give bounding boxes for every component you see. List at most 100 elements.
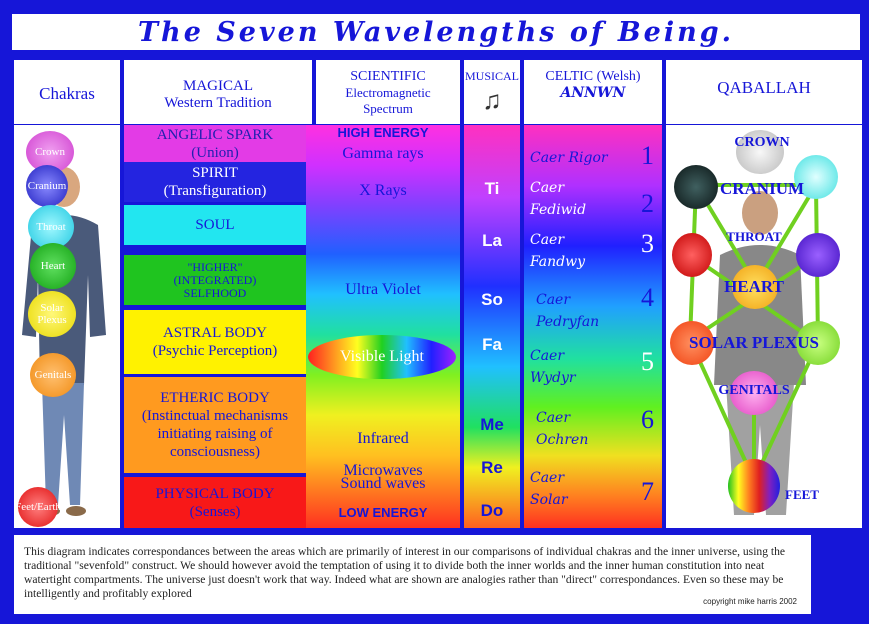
celtic-caer-fandwy: Caer Fandwy xyxy=(530,232,585,270)
note-la: La xyxy=(482,231,502,250)
celtic-num-7: 7 xyxy=(641,477,654,506)
sci-visible-light: Visible Light xyxy=(340,348,424,365)
sci-gamma-rays: Gamma rays xyxy=(342,145,424,162)
title-bar: The Seven Wavelengths of Being. xyxy=(10,12,862,52)
celtic-caer-solar: Caer Solar xyxy=(530,470,568,508)
magical-band-title: SPIRIT xyxy=(192,165,238,181)
qaballah-node-cranium-right xyxy=(794,155,838,199)
magical-band-title: PHYSICAL BODY xyxy=(155,485,275,502)
magical-band-physical-body: PHYSICAL BODY (Senses) xyxy=(124,477,306,528)
header-scientific: SCIENTIFIC Electromagnetic Spectrum xyxy=(316,60,460,124)
header-celtic: CELTIC (Welsh) ANNWN xyxy=(524,60,662,124)
header-musical-label: MUSICAL xyxy=(464,69,519,83)
page-title: The Seven Wavelengths of Being. xyxy=(137,16,735,48)
header-musical: MUSICAL ♫ xyxy=(464,60,520,124)
chakra-throat: Throat xyxy=(28,205,74,249)
note-do: Do xyxy=(480,501,504,520)
header-qaballah-label: QABALLAH xyxy=(717,78,811,97)
magical-band-title: ANGELIC SPARK xyxy=(156,126,274,143)
magical-band-astral-body: ASTRAL BODY (Psychic Perception) xyxy=(124,310,306,374)
celtic-column: Caer Rigor 1 Caer Fediwid 2 Caer Fandwy … xyxy=(524,125,662,528)
scientific-column: HIGH ENERGY Gamma rays X Rays Ultra Viol… xyxy=(306,125,460,528)
note-ti: Ti xyxy=(484,179,500,198)
visible-light-ellipse: Visible Light xyxy=(308,335,456,379)
note-me: Me xyxy=(480,415,504,434)
footer-note: This diagram indicates correspondances b… xyxy=(14,535,811,614)
magical-band-sub: (Senses) xyxy=(189,503,241,520)
qaballah-node-throat-right xyxy=(796,233,840,277)
qaballah-label-crown: CROWN xyxy=(734,135,790,150)
chakra-heart-label: Heart xyxy=(40,260,66,272)
note-re: Re xyxy=(481,458,503,477)
chakra-solar-plexus: Solar Plexus xyxy=(28,291,76,337)
qaballah-label-throat: THROAT xyxy=(726,229,782,244)
qaballah-node-heart xyxy=(732,265,778,309)
header-qaballah: QABALLAH xyxy=(666,60,862,124)
magical-band-angelic-spark: ANGELIC SPARK (Union) xyxy=(124,125,306,162)
header-celtic-line1: CELTIC (Welsh) xyxy=(545,69,641,84)
header-chakras-label: Chakras xyxy=(39,84,95,103)
chakra-cranium: Cranium xyxy=(26,165,68,207)
magical-band-etheric-body: ETHERIC BODY (Instinctual mechanisms ini… xyxy=(124,377,306,473)
header-magical-line2: Western Tradition xyxy=(164,95,272,111)
sci-infrared: Infrared xyxy=(357,430,409,447)
celtic-num-5: 5 xyxy=(641,347,654,376)
header-chakras: Chakras xyxy=(14,60,120,124)
celtic-num-2: 2 xyxy=(641,189,654,218)
magical-band-title: ASTRAL BODY xyxy=(162,325,268,341)
magical-band-spirit: SPIRIT (Transfiguration) xyxy=(124,162,306,202)
magical-band-sub: (Instinctual mechanisms initiating raisi… xyxy=(141,408,289,460)
magical-band-title: "HIGHER" (INTEGRATED) SELFHOOD xyxy=(173,259,257,300)
celtic-caer-wydyr: Caer Wydyr xyxy=(530,348,576,386)
qaballah-node-throat-left xyxy=(672,233,712,277)
qaballah-node-genitals xyxy=(730,371,778,415)
header-scientific-line2: Electromagnetic xyxy=(345,85,431,100)
header-celtic-line2: ANNWN xyxy=(560,85,626,101)
qaballah-label-feet: FEET xyxy=(785,487,819,502)
qaballah-label-cranium: CRANIUM xyxy=(719,179,805,198)
music-note-icon: ♫ xyxy=(482,86,502,115)
celtic-caer-fediwid: Caer Fediwid xyxy=(530,180,587,218)
chakra-crown-label: Crown xyxy=(35,146,65,158)
chakras-column: Crown Cranium Throat Heart Solar Plexus … xyxy=(14,125,120,528)
header-scientific-line3: Spectrum xyxy=(363,101,413,116)
chakra-heart: Heart xyxy=(30,243,76,289)
chakra-throat-label: Throat xyxy=(36,221,66,233)
magical-column: ANGELIC SPARK (Union) SPIRIT (Transfigur… xyxy=(124,125,306,528)
magical-band-sub: (Union) xyxy=(191,144,239,161)
qaballah-node-solar-left xyxy=(670,321,714,365)
copyright: copyright mike harris 2002 xyxy=(703,597,797,606)
qaballah-label-heart: HEART xyxy=(724,277,784,296)
chakra-feet-earth: Feet/Earth xyxy=(15,487,61,527)
magical-band-soul: SOUL xyxy=(124,205,306,245)
chakra-genitals: Genitals xyxy=(30,353,76,397)
celtic-num-3: 3 xyxy=(641,229,654,258)
header-magical-line1: MAGICAL xyxy=(183,78,253,94)
note-fa: Fa xyxy=(482,335,502,354)
celtic-num-4: 4 xyxy=(641,283,654,312)
chakra-genitals-label: Genitals xyxy=(34,369,72,381)
sci-low-energy: LOW ENERGY xyxy=(338,505,428,520)
note-so: So xyxy=(481,290,503,309)
magical-band-sub: (Transfiguration) xyxy=(163,183,267,199)
footer-text: This diagram indicates correspondances b… xyxy=(24,545,786,600)
header-scientific-line1: SCIENTIFIC xyxy=(350,69,426,84)
sci-sound-waves: Sound waves xyxy=(340,475,426,492)
qaballah-node-cranium-left xyxy=(674,165,718,209)
qaballah-label-genitals: GENITALS xyxy=(718,383,790,398)
chakra-feet-earth-label: Feet/Earth xyxy=(15,501,61,513)
sci-microwaves: Microwaves xyxy=(343,462,423,479)
qaballah-column: CROWN CRANIUM THROAT HEART SOLAR PLEXUS … xyxy=(666,125,862,528)
qaballah-node-solar-right xyxy=(796,321,840,365)
celtic-caer-rigor: Caer Rigor xyxy=(530,150,608,166)
magical-band-sub: (Psychic Perception) xyxy=(152,343,278,359)
celtic-caer-pedryfan: Caer Pedryfan xyxy=(536,292,600,330)
magical-band-higher-selfhood: "HIGHER" (INTEGRATED) SELFHOOD xyxy=(124,255,306,305)
magical-band-title: ETHERIC BODY xyxy=(160,390,270,406)
celtic-caer-ochren: Caer Ochren xyxy=(536,410,589,448)
header-magical: MAGICAL Western Tradition xyxy=(124,60,312,124)
qaballah-node-feet xyxy=(728,459,780,513)
sci-x-rays: X Rays xyxy=(359,182,407,199)
sci-ultra-violet: Ultra Violet xyxy=(345,281,421,298)
sci-high-energy: HIGH ENERGY xyxy=(337,125,429,140)
